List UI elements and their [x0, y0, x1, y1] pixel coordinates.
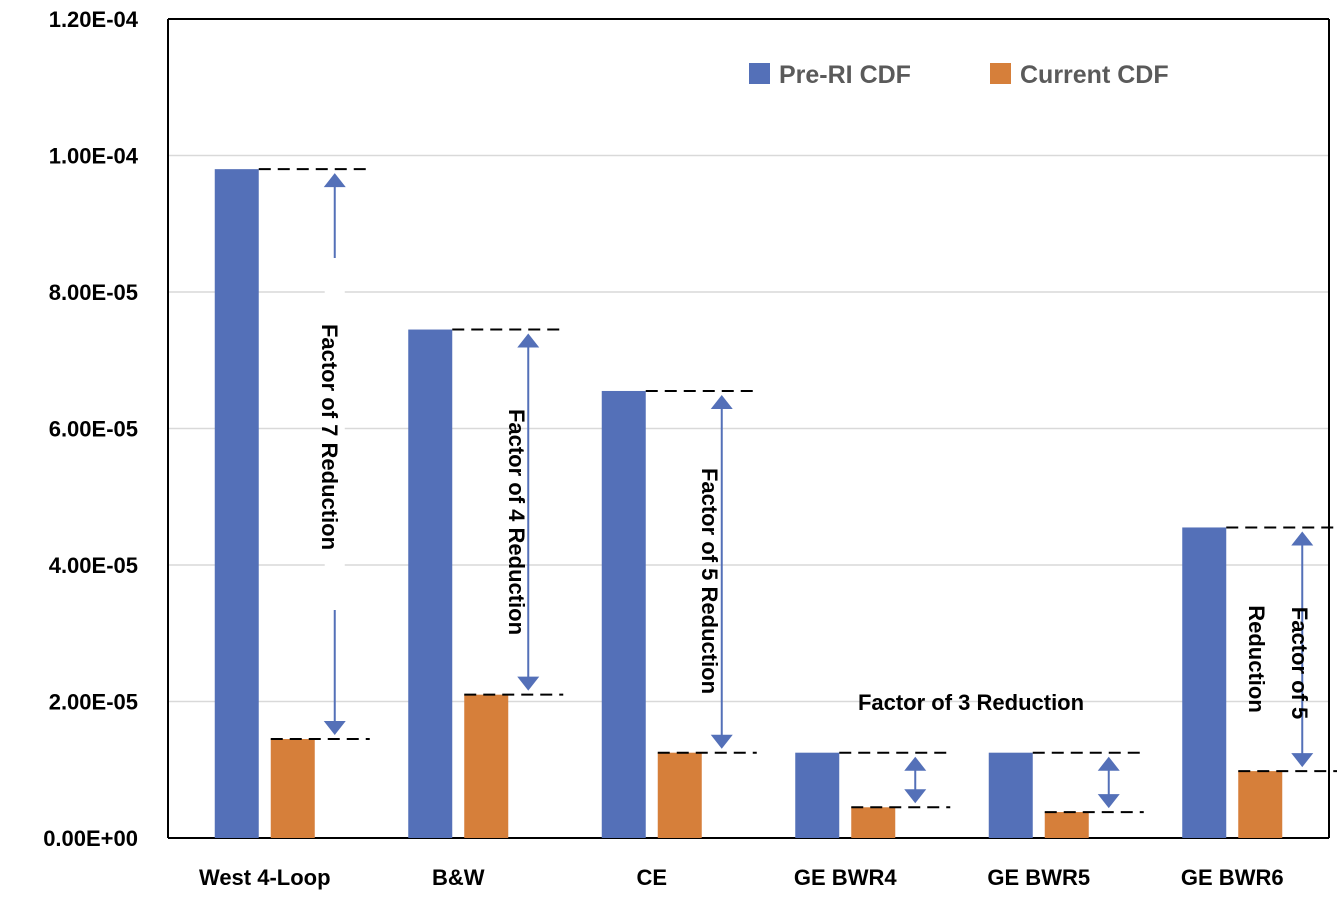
bar-current-cdf: [1044, 812, 1089, 838]
annotation-ce: Factor of 5 Reduction: [697, 468, 722, 694]
reduction-arrow-head-down: [904, 789, 927, 804]
bar-current-cdf: [657, 752, 702, 838]
axes: [167, 18, 1330, 839]
legend-swatch-current: [990, 63, 1011, 84]
annotation-bwr6-line1: Factor of 5: [1287, 607, 1312, 719]
x-tick-label: GE BWR4: [794, 865, 897, 890]
y-tick-label: 1.00E-04: [49, 144, 139, 169]
reduction-arrow-head-down: [710, 734, 733, 749]
legend-label-current: Current CDF: [1020, 61, 1169, 89]
reduction-arrow-head-up: [1291, 531, 1314, 546]
x-tick-label: CE: [636, 865, 667, 890]
bar-pre-ri-cdf: [1182, 527, 1227, 838]
bar-pre-ri-cdf: [214, 169, 259, 838]
legend-swatch-pre-ri: [749, 63, 770, 84]
bar-pre-ri-cdf: [408, 329, 453, 838]
reduction-arrow-head-down: [323, 721, 346, 736]
bar-pre-ri-cdf: [601, 390, 646, 838]
x-tick-label: GE BWR6: [1181, 865, 1284, 890]
x-tick-label: West 4-Loop: [199, 865, 331, 890]
y-tick-label: 0.00E+00: [43, 826, 138, 851]
y-tick-label: 2.00E-05: [49, 690, 138, 715]
legend-label-pre-ri: Pre-RI CDF: [779, 61, 911, 89]
y-tick-label: 1.20E-04: [49, 7, 139, 32]
annotation-bwr6-line2: Reduction: [1244, 605, 1269, 713]
bar-current-cdf: [270, 739, 315, 838]
y-tick-label: 6.00E-05: [49, 417, 138, 442]
legend: Pre-RI CDF Current CDF: [749, 61, 1169, 89]
reduction-arrow-head-up: [904, 756, 927, 771]
reduction-arrow-head-up: [710, 394, 733, 409]
labels: 0.00E+00 2.00E-05 4.00E-05 6.00E-05 8.00E-05…: [43, 7, 1283, 890]
reduction-arrow-head-up: [1097, 756, 1120, 771]
reduction-arrow-head-down: [517, 676, 540, 691]
bar-pre-ri-cdf: [988, 752, 1033, 838]
reduction-arrow-head-down: [1291, 753, 1314, 768]
reduction-arrow-head-up: [517, 333, 540, 348]
annotation-bwr4-bwr5: Factor of 3 Reduction: [858, 690, 1084, 715]
x-tick-label: GE BWR5: [987, 865, 1090, 890]
reduction-arrow-head-up: [323, 173, 346, 188]
bar-current-cdf: [464, 694, 509, 838]
x-tick-label: B&W: [432, 865, 485, 890]
bar-current-cdf: [1238, 771, 1283, 838]
reduction-arrow-head-down: [1097, 794, 1120, 809]
reduction-guides: [258, 168, 1337, 814]
y-tick-label: 8.00E-05: [49, 280, 138, 305]
bars: [214, 169, 1283, 838]
annotation-backdrop: [324, 258, 345, 610]
annotation-west-4-loop: Factor of 7 Reduction: [317, 324, 342, 550]
bar-current-cdf: [851, 807, 896, 838]
y-tick-label: 4.00E-05: [49, 553, 138, 578]
bar-pre-ri-cdf: [795, 752, 840, 838]
annotation-bw: Factor of 4 Reduction: [504, 409, 529, 635]
